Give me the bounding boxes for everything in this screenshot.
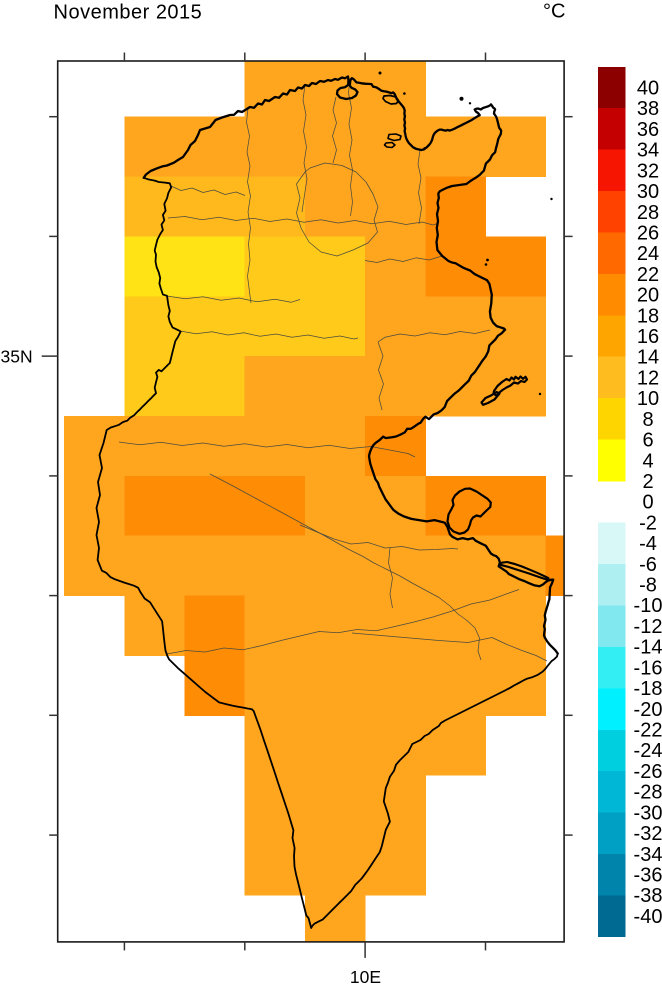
svg-text:20: 20 bbox=[637, 285, 659, 307]
svg-text:-8: -8 bbox=[639, 575, 657, 597]
svg-text:-20: -20 bbox=[634, 699, 662, 721]
svg-text:-10: -10 bbox=[634, 595, 662, 617]
svg-text:30: 30 bbox=[637, 181, 659, 203]
svg-text:-12: -12 bbox=[634, 616, 662, 638]
svg-text:-40: -40 bbox=[634, 906, 662, 928]
svg-text:-18: -18 bbox=[634, 678, 662, 700]
svg-text:14: 14 bbox=[637, 347, 659, 369]
svg-text:-22: -22 bbox=[634, 720, 662, 742]
svg-text:-4: -4 bbox=[639, 533, 657, 555]
svg-text:26: 26 bbox=[637, 223, 659, 245]
svg-text:-14: -14 bbox=[634, 637, 662, 659]
svg-text:4: 4 bbox=[642, 450, 653, 472]
svg-text:-6: -6 bbox=[639, 554, 657, 576]
svg-text:38: 38 bbox=[637, 98, 659, 120]
svg-text:18: 18 bbox=[637, 305, 659, 327]
svg-text:-2: -2 bbox=[639, 512, 657, 534]
svg-text:-24: -24 bbox=[634, 740, 662, 762]
svg-text:24: 24 bbox=[637, 243, 659, 265]
svg-text:40: 40 bbox=[637, 78, 659, 100]
svg-text:-34: -34 bbox=[634, 844, 662, 866]
svg-text:6: 6 bbox=[642, 430, 653, 452]
svg-text:28: 28 bbox=[637, 202, 659, 224]
svg-text:November 2015: November 2015 bbox=[54, 2, 203, 24]
svg-text:-32: -32 bbox=[634, 823, 662, 845]
svg-text:-16: -16 bbox=[634, 657, 662, 679]
svg-text:22: 22 bbox=[637, 264, 659, 286]
svg-text:34: 34 bbox=[637, 140, 659, 162]
svg-text:8: 8 bbox=[642, 409, 653, 431]
svg-text:-26: -26 bbox=[634, 761, 662, 783]
svg-text:35N: 35N bbox=[1, 347, 33, 367]
svg-text:-30: -30 bbox=[634, 802, 662, 824]
svg-text:36: 36 bbox=[637, 119, 659, 141]
svg-text:0: 0 bbox=[642, 492, 653, 514]
svg-text:-28: -28 bbox=[634, 782, 662, 804]
svg-text:12: 12 bbox=[637, 367, 659, 389]
svg-text:16: 16 bbox=[637, 326, 659, 348]
svg-text:-38: -38 bbox=[634, 885, 662, 907]
svg-text:10E: 10E bbox=[350, 967, 381, 984]
svg-text:-36: -36 bbox=[634, 865, 662, 887]
svg-text:°C: °C bbox=[543, 1, 565, 23]
svg-text:10: 10 bbox=[637, 388, 659, 410]
svg-text:2: 2 bbox=[642, 471, 653, 493]
svg-text:32: 32 bbox=[637, 160, 659, 182]
